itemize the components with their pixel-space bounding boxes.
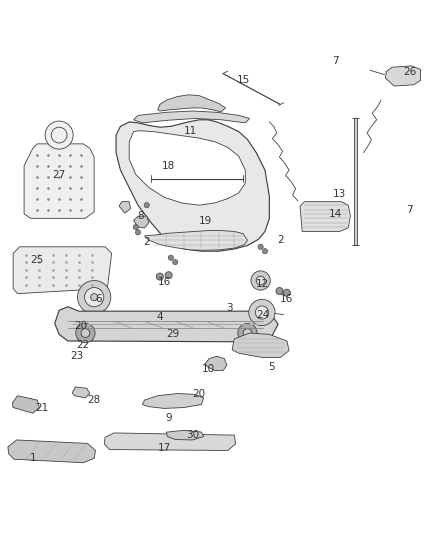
Circle shape: [168, 255, 173, 260]
Polygon shape: [134, 111, 250, 123]
Polygon shape: [24, 144, 94, 219]
Text: 5: 5: [268, 362, 275, 372]
Text: 17: 17: [158, 443, 171, 453]
Circle shape: [238, 324, 257, 343]
Text: 2: 2: [143, 237, 150, 247]
Circle shape: [255, 306, 268, 319]
Text: 1: 1: [29, 454, 36, 463]
Circle shape: [51, 127, 67, 143]
Text: 30: 30: [186, 430, 199, 440]
Text: 16: 16: [280, 294, 293, 304]
Circle shape: [243, 329, 252, 337]
Text: 14: 14: [328, 209, 342, 219]
Polygon shape: [13, 247, 112, 294]
Text: 23: 23: [70, 351, 83, 361]
Text: 2: 2: [277, 235, 284, 245]
Polygon shape: [232, 333, 289, 358]
Circle shape: [262, 248, 268, 254]
Polygon shape: [134, 216, 149, 228]
Text: 13: 13: [333, 189, 346, 199]
Text: 21: 21: [35, 402, 48, 413]
Text: 24: 24: [256, 310, 269, 320]
Text: 20: 20: [74, 321, 88, 330]
Polygon shape: [116, 120, 269, 251]
Circle shape: [283, 289, 290, 296]
Polygon shape: [55, 307, 278, 342]
Text: 15: 15: [237, 75, 250, 85]
Polygon shape: [158, 95, 226, 112]
Circle shape: [173, 260, 178, 265]
Circle shape: [81, 329, 90, 337]
Circle shape: [85, 287, 104, 307]
Text: 8: 8: [137, 211, 144, 221]
Polygon shape: [385, 66, 420, 86]
Text: 16: 16: [158, 277, 171, 287]
Text: 4: 4: [156, 312, 163, 322]
Circle shape: [144, 203, 149, 208]
Text: 22: 22: [77, 341, 90, 350]
Polygon shape: [166, 430, 204, 440]
Text: 7: 7: [406, 205, 413, 215]
Circle shape: [258, 244, 263, 249]
Polygon shape: [142, 393, 204, 408]
Text: 10: 10: [201, 365, 215, 374]
Circle shape: [91, 294, 98, 301]
Text: 20: 20: [193, 389, 206, 399]
Circle shape: [76, 324, 95, 343]
Circle shape: [251, 271, 270, 290]
Circle shape: [135, 230, 141, 235]
Circle shape: [249, 300, 275, 326]
Text: 18: 18: [162, 161, 175, 171]
Text: 6: 6: [95, 294, 102, 304]
Polygon shape: [300, 201, 350, 231]
Circle shape: [156, 273, 163, 280]
Circle shape: [276, 287, 283, 295]
Text: 3: 3: [226, 303, 233, 313]
Polygon shape: [129, 131, 245, 205]
Text: 28: 28: [88, 395, 101, 405]
Circle shape: [45, 121, 73, 149]
Circle shape: [165, 272, 172, 279]
Polygon shape: [145, 231, 247, 251]
Polygon shape: [104, 433, 236, 450]
Text: 9: 9: [165, 413, 172, 423]
Polygon shape: [72, 387, 90, 398]
Text: 11: 11: [184, 126, 197, 136]
Text: 7: 7: [332, 55, 339, 66]
Circle shape: [133, 224, 138, 230]
Text: 19: 19: [199, 215, 212, 225]
Text: 26: 26: [403, 67, 416, 77]
Circle shape: [256, 276, 265, 285]
Polygon shape: [205, 356, 227, 371]
Circle shape: [78, 280, 111, 314]
Polygon shape: [12, 395, 39, 413]
Polygon shape: [354, 118, 357, 245]
Text: 27: 27: [53, 169, 66, 180]
Text: 29: 29: [166, 329, 180, 340]
Polygon shape: [119, 201, 131, 213]
Text: 25: 25: [31, 255, 44, 265]
Text: 12: 12: [256, 279, 269, 289]
Polygon shape: [8, 440, 95, 463]
